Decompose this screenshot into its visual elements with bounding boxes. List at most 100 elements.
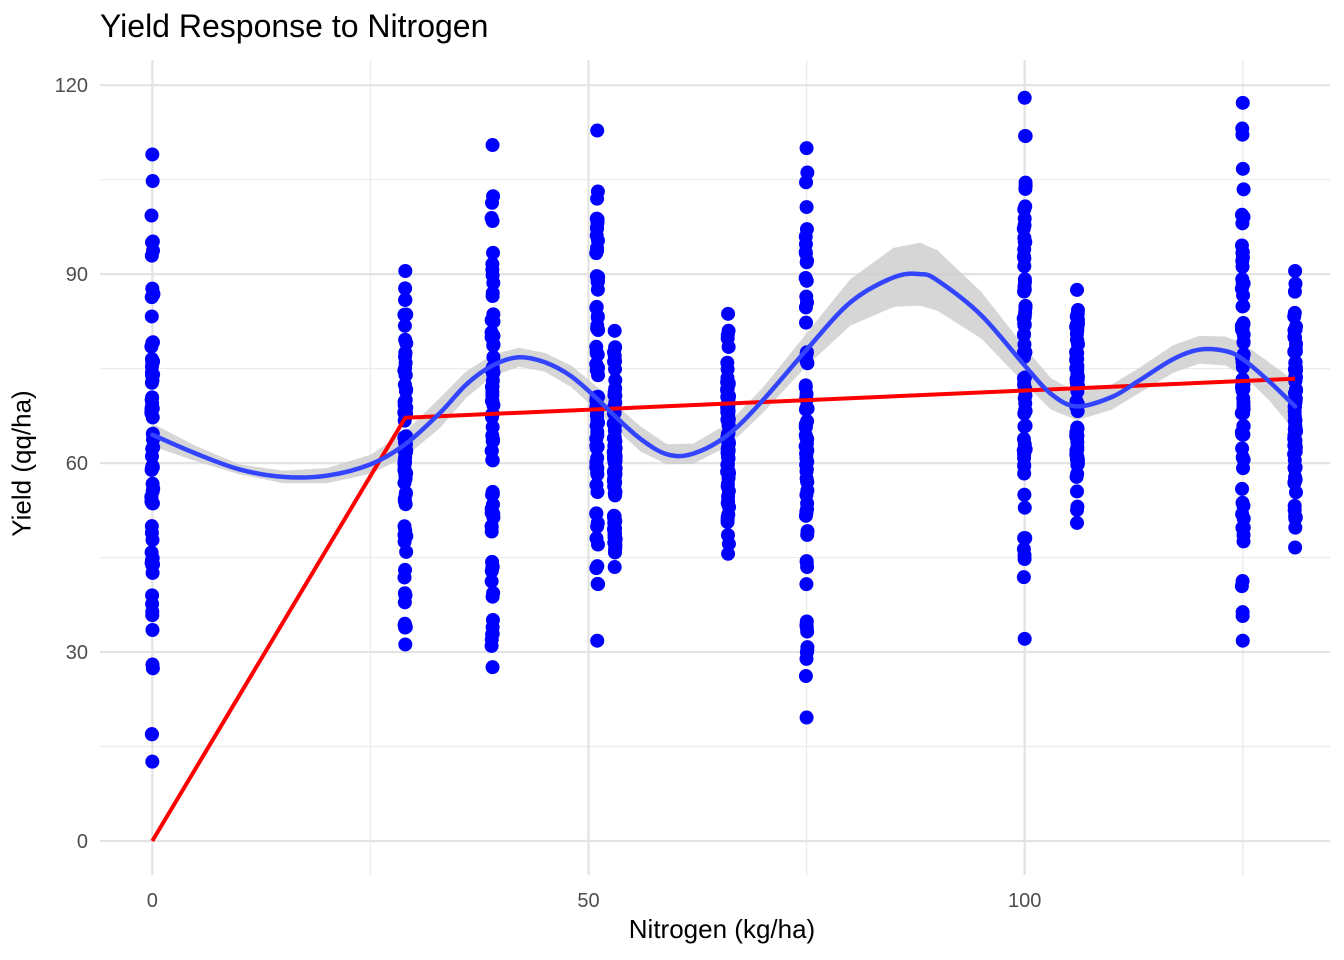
- data-point: [720, 477, 735, 492]
- data-point: [485, 379, 500, 394]
- data-point: [799, 141, 814, 156]
- data-point: [590, 485, 605, 500]
- data-point: [1070, 453, 1085, 468]
- data-point: [1288, 508, 1303, 523]
- data-point: [607, 384, 622, 399]
- data-point: [800, 165, 815, 180]
- data-point: [606, 522, 621, 537]
- data-point: [144, 208, 159, 223]
- data-point: [485, 214, 500, 229]
- data-point: [799, 273, 814, 288]
- data-point: [798, 378, 813, 393]
- data-point: [1017, 406, 1032, 421]
- data-point: [485, 289, 500, 304]
- data-point: [1235, 246, 1250, 261]
- data-point: [485, 195, 500, 210]
- data-point: [720, 464, 735, 479]
- data-point: [145, 174, 160, 189]
- data-point: [1288, 540, 1303, 555]
- data-point: [145, 604, 160, 619]
- data-point: [145, 476, 160, 491]
- data-point: [484, 638, 499, 653]
- x-tick-label: 100: [1008, 890, 1041, 912]
- data-point: [590, 321, 605, 336]
- data-point: [1018, 442, 1033, 457]
- data-point: [145, 373, 160, 388]
- data-point: [1235, 216, 1250, 231]
- data-point: [1234, 318, 1249, 333]
- data-point: [1236, 334, 1251, 349]
- data-point: [590, 633, 605, 648]
- data-point: [608, 395, 623, 410]
- data-point: [398, 332, 413, 347]
- smooth-fit-line: [150, 271, 1298, 480]
- data-point: [145, 754, 160, 769]
- data-point: [799, 315, 814, 330]
- data-point: [144, 309, 159, 324]
- data-point: [485, 627, 500, 642]
- data-point: [590, 428, 605, 443]
- data-point: [486, 275, 501, 290]
- data-point: [1288, 276, 1303, 291]
- data-point: [720, 528, 735, 543]
- data-point: [1069, 469, 1084, 484]
- data-point: [590, 309, 605, 324]
- data-point: [398, 637, 413, 652]
- data-point: [607, 323, 622, 338]
- data-point: [1235, 495, 1250, 510]
- data-point: [398, 292, 413, 307]
- data-point: [1018, 301, 1033, 316]
- data-point: [145, 335, 160, 350]
- data-point: [399, 544, 414, 559]
- data-point: [1236, 288, 1251, 303]
- y-tick-label: 120: [55, 75, 88, 97]
- data-point: [607, 560, 622, 575]
- data-point: [1070, 515, 1085, 530]
- data-point: [720, 496, 735, 511]
- data-point: [1236, 399, 1251, 414]
- data-point: [1017, 218, 1032, 233]
- data-point: [800, 527, 815, 542]
- data-point: [145, 532, 160, 547]
- data-point: [1235, 95, 1250, 110]
- data-point: [720, 328, 735, 343]
- data-point: [1236, 511, 1251, 526]
- data-point: [608, 467, 623, 482]
- data-point: [1018, 129, 1033, 144]
- fit-lines: [150, 271, 1298, 843]
- data-point: [798, 229, 813, 244]
- data-point: [486, 586, 501, 601]
- data-point: [398, 384, 413, 399]
- data-point: [144, 290, 159, 305]
- data-point: [607, 423, 622, 438]
- data-point: [485, 660, 500, 675]
- data-point: [1070, 320, 1085, 335]
- data-point: [144, 545, 159, 560]
- data-point: [1236, 419, 1251, 434]
- data-point: [485, 420, 500, 435]
- data-point: [799, 710, 814, 725]
- data-point: [1017, 419, 1032, 434]
- data-point: [590, 559, 605, 574]
- data-point: [1235, 272, 1250, 287]
- data-point: [1017, 459, 1032, 474]
- data-point: [398, 368, 413, 383]
- data-point: [486, 328, 501, 343]
- data-point: [144, 449, 159, 464]
- data-point: [1236, 182, 1251, 197]
- data-point: [398, 281, 413, 296]
- data-point: [399, 307, 414, 322]
- data-point: [145, 234, 160, 249]
- data-point: [144, 248, 159, 263]
- data-point: [590, 347, 605, 362]
- data-point: [1236, 461, 1251, 476]
- data-point: [484, 564, 499, 579]
- data-point: [145, 410, 160, 425]
- data-point: [720, 382, 735, 397]
- data-point: [485, 262, 500, 277]
- chart-title: Yield Response to Nitrogen: [100, 8, 489, 44]
- data-point: [799, 200, 814, 215]
- data-point: [145, 356, 160, 371]
- data-point: [484, 501, 499, 516]
